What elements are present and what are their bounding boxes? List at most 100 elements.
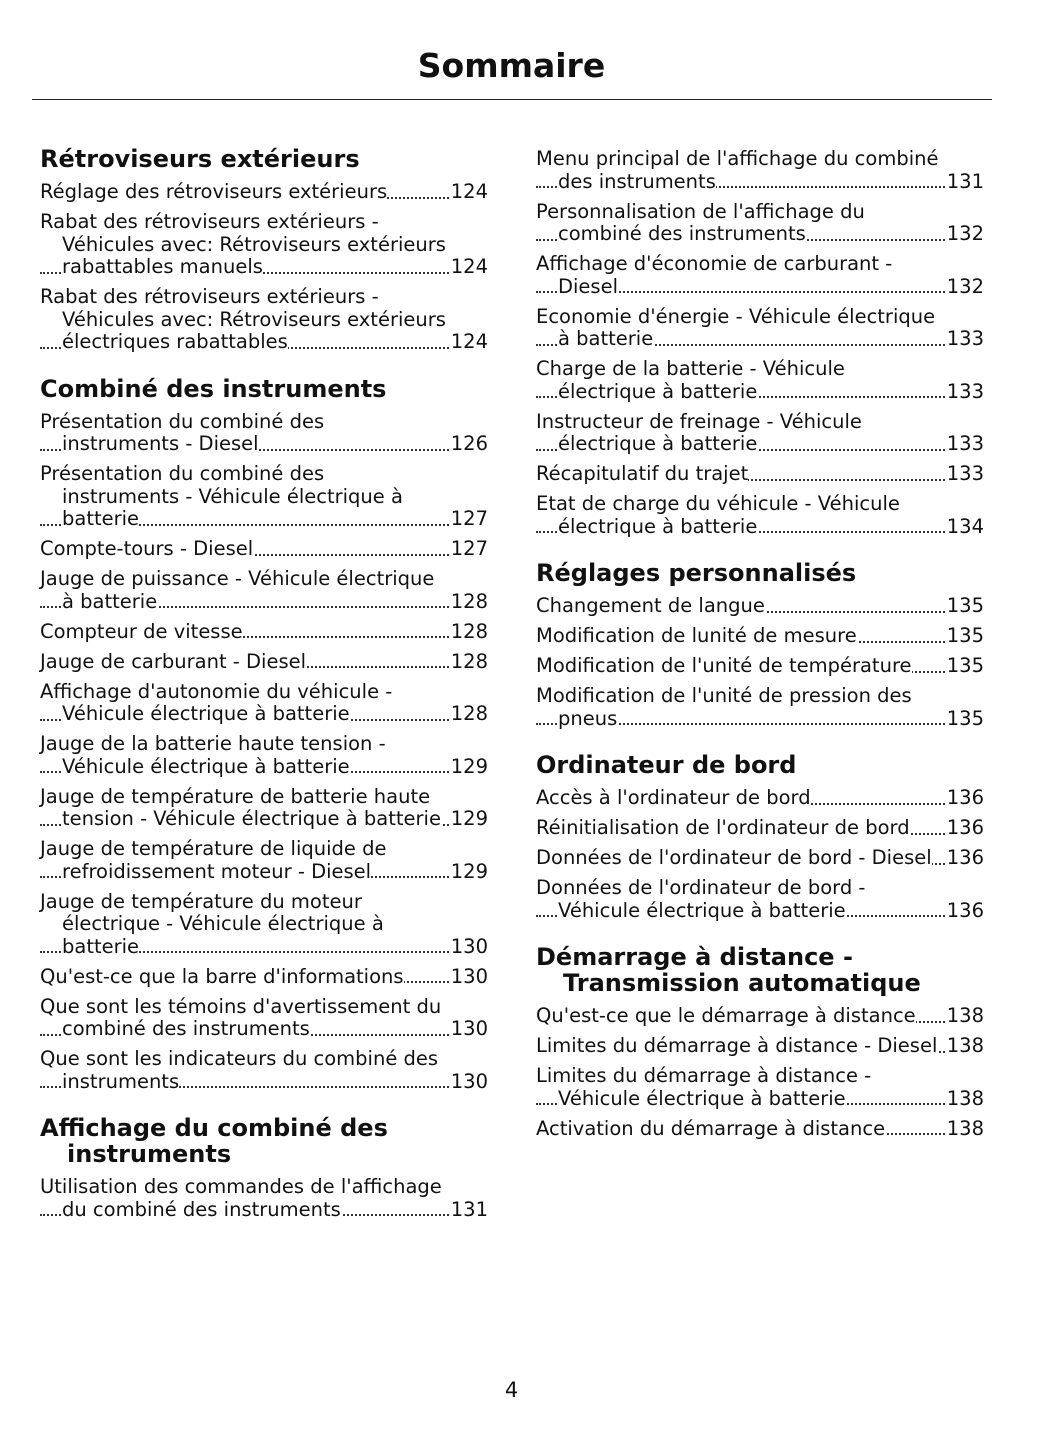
- entry-text: Affichage d'économie de carburant - Dies…: [536, 252, 893, 298]
- toc-entry: Jauge de la batterie haute tension - Véh…: [40, 732, 488, 778]
- entry-page: 128: [448, 589, 488, 613]
- entry-text: Accès à l'ordinateur de bord: [536, 786, 811, 809]
- entry-text: Etat de charge du véhicule - Véhicule él…: [536, 492, 900, 538]
- entry-text: Jauge de température du moteur électriqu…: [40, 889, 384, 958]
- toc-entry: Jauge de carburant - Diesel 128: [40, 649, 488, 673]
- entry-text: Rabat des rétroviseurs extérieurs - Véhi…: [40, 210, 446, 278]
- toc-entry: Personnalisation de l'affichage du combi…: [536, 199, 984, 246]
- section-heading: Rétroviseurs extérieurs: [40, 145, 360, 173]
- entry-text: Compteur de vitesse: [40, 619, 243, 643]
- entry-text: Activation du démarrage à distance: [536, 1116, 886, 1140]
- entry-page: 124: [448, 330, 488, 354]
- entry-page: 127: [448, 537, 488, 561]
- entry-page: 136: [944, 898, 984, 922]
- entry-text: Jauge de température de liquide de refro…: [40, 837, 387, 883]
- toc-entry: Menu principal de l'affichage du combiné…: [536, 147, 984, 193]
- entry-text: Modification de l'unité de température: [536, 654, 912, 677]
- entry-text: Modification de l'unité de pression des …: [536, 684, 912, 730]
- entry-text: Jauge de la batterie haute tension - Véh…: [40, 732, 386, 778]
- entry-page: 136: [944, 786, 984, 810]
- entry-page: 128: [448, 619, 488, 643]
- toc-entry: Rabat des rétroviseurs extérieurs - Véhi…: [40, 210, 488, 279]
- entry-text: Présentation du combiné des instruments …: [40, 409, 325, 455]
- entry-page: 131: [448, 1197, 488, 1221]
- entry-text: Limites du démarrage à distance - Véhicu…: [536, 1064, 872, 1110]
- entry-page: 129: [448, 859, 488, 883]
- section-heading: Réglages personnalisés: [536, 559, 857, 587]
- page-number: 4: [504, 1378, 519, 1402]
- entry-text: Changement de langue: [536, 594, 765, 617]
- toc-entry: Jauge de température de batterie haute t…: [40, 784, 488, 831]
- toc-entry: Changement de langue 135: [536, 594, 984, 618]
- entry-text: Limites du démarrage à distance - Diesel: [536, 1034, 938, 1057]
- toc-entry: Affichage d'économie de carburant - Dies…: [536, 252, 984, 298]
- entry-page: 127: [448, 507, 488, 531]
- toc-entry: Jauge de température de liquide de refro…: [40, 837, 488, 883]
- toc-entry: Jauge de température du moteur électriqu…: [40, 889, 488, 958]
- entry-text: Que sont les témoins d'avertissement du …: [40, 994, 442, 1040]
- entry-text: Données de l'ordinateur de bord - Diesel: [536, 846, 932, 869]
- entry-text: Réglage des rétroviseurs extérieurs: [40, 180, 388, 203]
- entry-text: Récapitulatif du trajet: [536, 462, 749, 485]
- toc-entry: Réglage des rétroviseurs extérieurs 124: [40, 180, 488, 204]
- entry-page: 135: [944, 654, 984, 678]
- entry-page: 133: [944, 462, 984, 486]
- entry-page: 133: [944, 379, 984, 403]
- toc-entry: Instructeur de freinage - Véhicule élect…: [536, 409, 984, 456]
- entry-text: Rabat des rétroviseurs extérieurs - Véhi…: [40, 285, 446, 353]
- toc-entry: Accès à l'ordinateur de bord 136: [536, 786, 984, 810]
- toc-section: Démarrage à distance - Transmission auto…: [536, 944, 984, 1140]
- toc-entry: Rabat des rétroviseurs extérieurs - Véhi…: [40, 285, 488, 354]
- toc-entry: Economie d'énergie - Véhicule électrique…: [536, 304, 984, 351]
- entry-page: 138: [944, 1116, 984, 1140]
- entry-page: 138: [944, 1034, 984, 1058]
- toc-entry: Modification de l'unité de température 13…: [536, 654, 984, 678]
- toc-entry: Données de l'ordinateur de bord - Diesel…: [536, 846, 984, 870]
- entry-text: Utilisation des commandes de l'affichage…: [40, 1175, 442, 1221]
- toc-entry: Qu'est-ce que le démarrage à distance 138: [536, 1004, 984, 1028]
- entry-page: 135: [944, 624, 984, 648]
- entry-page: 133: [944, 432, 984, 456]
- entry-page: 132: [944, 274, 984, 298]
- entry-text: Qu'est-ce que le démarrage à distance: [536, 1004, 916, 1027]
- toc-entry: Présentation du combiné des instruments …: [40, 462, 488, 531]
- toc-entry: Modification de l'unité de pression des …: [536, 684, 984, 730]
- entry-page: 130: [448, 964, 488, 988]
- entry-page: 135: [944, 594, 984, 618]
- divider: [32, 99, 992, 100]
- toc-section: Menu principal de l'affichage du combiné…: [536, 147, 984, 538]
- entry-page: 136: [944, 846, 984, 870]
- entry-text: Personnalisation de l'affichage du combi…: [536, 199, 865, 245]
- entry-page: 131: [944, 169, 984, 193]
- toc-entry: Modification de lunité de mesure 135: [536, 624, 984, 648]
- entry-text: Modification de lunité de mesure: [536, 624, 857, 647]
- toc-entry: Compteur de vitesse 128: [40, 619, 488, 643]
- entry-page: 138: [944, 1086, 984, 1110]
- toc-entry: Que sont les indicateurs du combiné des …: [40, 1047, 488, 1093]
- column: Rétroviseurs extérieurs Réglage des rétro…: [40, 142, 488, 1229]
- entry-text: Economie d'énergie - Véhicule électrique…: [536, 304, 936, 350]
- toc-entry: Etat de charge du véhicule - Véhicule él…: [536, 492, 984, 538]
- entry-page: 136: [944, 816, 984, 840]
- entry-text: Jauge de carburant - Diesel: [40, 649, 307, 673]
- entry-page: 130: [448, 934, 488, 958]
- toc-entry: Limites du démarrage à distance - Véhicu…: [536, 1064, 984, 1110]
- entry-page: 128: [448, 702, 488, 726]
- toc-entry: Affichage d'autonomie du véhicule - Véhi…: [40, 679, 488, 726]
- section-heading: Combiné des instruments: [40, 374, 387, 403]
- entry-text: Réinitialisation de l'ordinateur de bord: [536, 816, 910, 839]
- section-heading: Démarrage à distance - Transmission auto…: [536, 943, 921, 997]
- column: Menu principal de l'affichage du combiné…: [536, 147, 984, 1148]
- entry-page: 124: [448, 255, 488, 279]
- entry-page: 130: [448, 1017, 488, 1041]
- toc-entry: Données de l'ordinateur de bord - Véhicu…: [536, 876, 984, 922]
- entry-page: 128: [448, 649, 488, 673]
- entry-page: 130: [448, 1069, 488, 1093]
- toc-entry: Compte-tours - Diesel 127: [40, 537, 488, 561]
- toc-entry: Jauge de puissance - Véhicule électrique…: [40, 567, 488, 613]
- entry-page: 134: [944, 514, 984, 538]
- toc-section: Affichage du combiné des instruments Util…: [40, 1115, 488, 1221]
- entry-page: 129: [448, 807, 488, 831]
- section-heading: Ordinateur de bord: [536, 751, 797, 779]
